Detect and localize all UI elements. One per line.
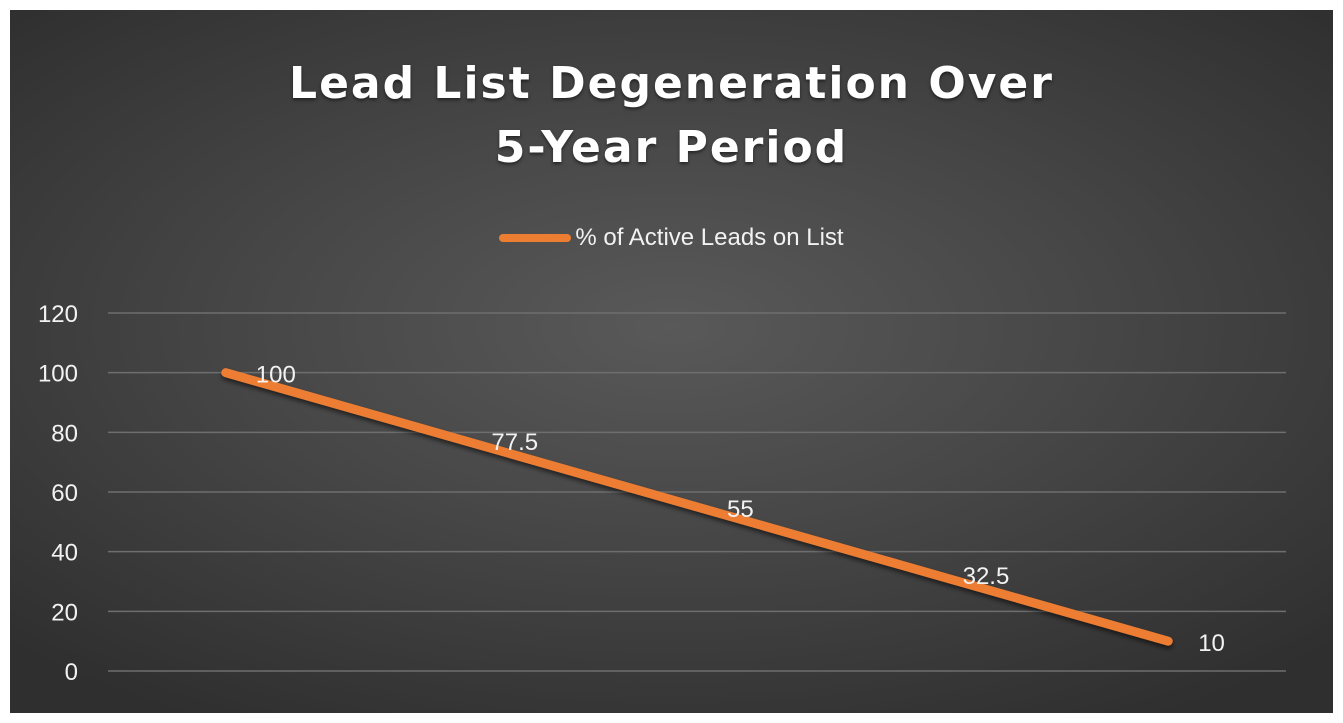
y-tick-label: 60 xyxy=(51,480,78,507)
y-tick-label: 0 xyxy=(65,659,78,686)
data-label: 10 xyxy=(1198,630,1225,657)
chart-area: Lead List Degeneration Over 5-Year Perio… xyxy=(10,10,1333,713)
y-tick-label: 100 xyxy=(38,361,78,388)
chart-title: Lead List Degeneration Over 5-Year Perio… xyxy=(289,58,1054,173)
series-layer xyxy=(221,368,1173,646)
legend: % of Active Leads on List xyxy=(10,224,1333,252)
plot-area: 0 20 40 60 80 100 120 100 77.5 55 32.5 10 xyxy=(38,301,1286,686)
legend-line-swatch xyxy=(499,234,572,242)
data-label: 55 xyxy=(727,496,754,523)
y-tick-label: 120 xyxy=(38,301,78,328)
gridlines xyxy=(108,312,1286,672)
data-label: 32.5 xyxy=(963,563,1010,590)
legend-label: % of Active Leads on List xyxy=(575,224,844,251)
data-label: 77.5 xyxy=(491,429,538,456)
y-tick-label: 40 xyxy=(51,540,78,567)
data-labels: 100 77.5 55 32.5 10 xyxy=(256,362,1225,658)
y-tick-label: 80 xyxy=(51,420,78,447)
data-label: 100 xyxy=(256,362,296,389)
y-axis-tick-labels: 0 20 40 60 80 100 120 xyxy=(38,301,78,686)
y-tick-label: 20 xyxy=(51,599,78,626)
